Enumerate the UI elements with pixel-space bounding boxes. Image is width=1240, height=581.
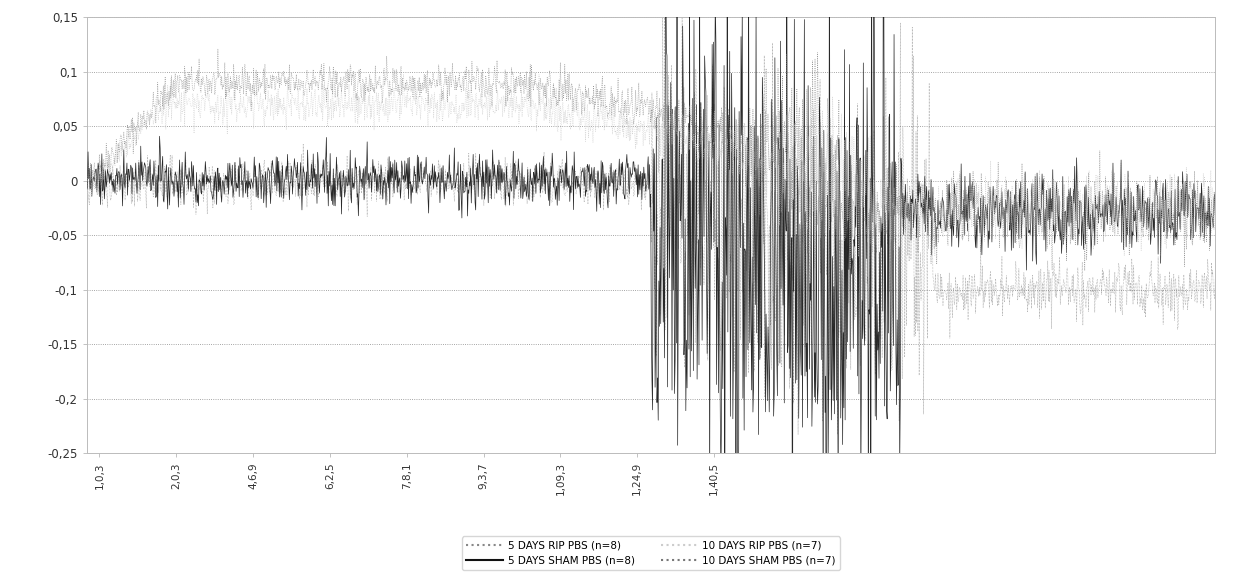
5 DAYS SHAM PBS (n=8) bbox=[539, 169, 554, 176]
5 DAYS SHAM PBS (n=8) bbox=[546, 162, 560, 168]
Line: 5 DAYS SHAM PBS (n=8): 5 DAYS SHAM PBS (n=8) bbox=[87, 0, 1215, 581]
5 DAYS RIP PBS (n=8) bbox=[321, 78, 336, 85]
10 DAYS RIP PBS (n=7) bbox=[851, 253, 866, 260]
5 DAYS RIP PBS (n=8) bbox=[546, 80, 560, 87]
5 DAYS RIP PBS (n=8) bbox=[770, 282, 785, 289]
5 DAYS RIP PBS (n=8) bbox=[79, 173, 94, 180]
10 DAYS RIP PBS (n=7) bbox=[501, 114, 516, 121]
5 DAYS SHAM PBS (n=8) bbox=[851, 372, 866, 379]
5 DAYS SHAM PBS (n=8) bbox=[79, 186, 94, 193]
10 DAYS RIP PBS (n=7) bbox=[541, 109, 556, 116]
10 DAYS RIP PBS (n=7) bbox=[799, 270, 813, 277]
Line: 5 DAYS RIP PBS (n=8): 5 DAYS RIP PBS (n=8) bbox=[87, 49, 1215, 285]
5 DAYS RIP PBS (n=8) bbox=[211, 46, 226, 53]
10 DAYS SHAM PBS (n=7) bbox=[501, 177, 516, 184]
5 DAYS RIP PBS (n=8) bbox=[851, 221, 866, 228]
5 DAYS SHAM PBS (n=8) bbox=[320, 172, 335, 179]
5 DAYS SHAM PBS (n=8) bbox=[144, 186, 159, 193]
10 DAYS SHAM PBS (n=7) bbox=[79, 192, 94, 199]
5 DAYS RIP PBS (n=8) bbox=[144, 114, 159, 121]
10 DAYS RIP PBS (n=7) bbox=[79, 176, 94, 183]
10 DAYS SHAM PBS (n=7) bbox=[320, 158, 335, 165]
10 DAYS SHAM PBS (n=7) bbox=[791, 431, 806, 438]
10 DAYS SHAM PBS (n=7) bbox=[851, 289, 866, 296]
Legend: 5 DAYS RIP PBS (n=8), 5 DAYS SHAM PBS (n=8), 10 DAYS RIP PBS (n=7), 10 DAYS SHAM: 5 DAYS RIP PBS (n=8), 5 DAYS SHAM PBS (n… bbox=[461, 536, 841, 570]
5 DAYS SHAM PBS (n=8) bbox=[501, 189, 516, 196]
10 DAYS RIP PBS (n=7) bbox=[1208, 209, 1223, 216]
10 DAYS RIP PBS (n=7) bbox=[546, 80, 560, 87]
10 DAYS SHAM PBS (n=7) bbox=[1208, 275, 1223, 282]
5 DAYS RIP PBS (n=8) bbox=[541, 80, 556, 87]
10 DAYS RIP PBS (n=7) bbox=[522, 70, 537, 77]
10 DAYS SHAM PBS (n=7) bbox=[539, 166, 554, 173]
10 DAYS RIP PBS (n=7) bbox=[320, 123, 335, 130]
5 DAYS SHAM PBS (n=8) bbox=[1208, 211, 1223, 218]
5 DAYS RIP PBS (n=8) bbox=[1208, 210, 1223, 217]
10 DAYS RIP PBS (n=7) bbox=[144, 110, 159, 117]
Line: 10 DAYS RIP PBS (n=7): 10 DAYS RIP PBS (n=7) bbox=[87, 73, 1215, 273]
10 DAYS SHAM PBS (n=7) bbox=[546, 189, 560, 196]
5 DAYS RIP PBS (n=8) bbox=[502, 92, 517, 99]
Line: 10 DAYS SHAM PBS (n=7): 10 DAYS SHAM PBS (n=7) bbox=[87, 0, 1215, 435]
10 DAYS SHAM PBS (n=7) bbox=[144, 181, 159, 188]
